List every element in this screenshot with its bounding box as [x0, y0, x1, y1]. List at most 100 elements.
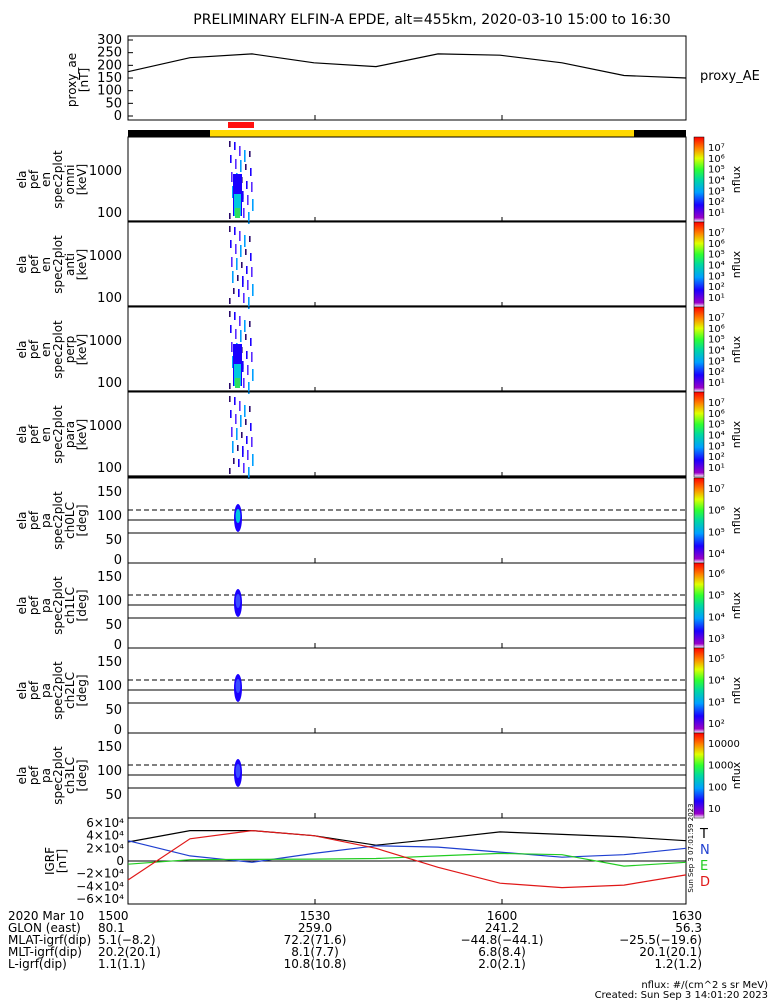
- ylabel-line: ch0LC: [63, 502, 77, 539]
- energy-spectrum-mark: [249, 151, 251, 157]
- energy-tick-label: 1000: [89, 419, 122, 434]
- ylabel-line: perp: [63, 336, 77, 364]
- pa-tick-label: 50: [105, 703, 122, 718]
- colorbar-label: nflux: [730, 335, 743, 363]
- colorbar-tick-label: 10⁶: [708, 506, 725, 517]
- energy-spectrum-mark: [232, 186, 234, 198]
- ylabel-line: ch3LC: [63, 757, 77, 794]
- energy-spectrum-mark: [247, 365, 249, 375]
- energy-spectrum-mark: [244, 235, 246, 247]
- energy-spectrum-mark: [252, 369, 254, 381]
- ylabel-line: ela: [15, 340, 29, 358]
- ylabel-line: anti: [63, 253, 77, 276]
- igrf-tick-label: −6×10⁴: [76, 892, 124, 906]
- ylabel-line: pef: [27, 169, 41, 189]
- colorbar-tick-label: 10⁵: [708, 527, 725, 538]
- energy-spectrum-mark: [245, 164, 247, 170]
- ae-tick-label: 0: [114, 109, 122, 124]
- orbit-bar-red: [228, 122, 254, 128]
- energy-spectrum-mark: [245, 419, 247, 425]
- colorbar-tick-label: 10⁷: [708, 398, 725, 409]
- energy-spectrum-mark: [229, 468, 231, 474]
- energy-spectrum-mark: [242, 446, 244, 454]
- ylabel-line: pef: [27, 254, 41, 274]
- ylabel-line: ela: [15, 255, 29, 273]
- energy-spectrum-mark: [251, 437, 253, 447]
- colorbar-tick-label: 10⁴: [708, 431, 725, 442]
- energy-spectrum-mark: [229, 396, 231, 402]
- energy-spectrum-mark: [250, 338, 252, 346]
- colorbar-label: nflux: [730, 761, 743, 789]
- colorbar-tick-label: 10¹: [708, 208, 725, 219]
- ylabel-line: ela: [15, 170, 29, 188]
- plot-title: PRELIMINARY ELFIN-A EPDE, alt=455km, 202…: [193, 12, 670, 28]
- footer-row-value: 6.8(8.4): [478, 945, 526, 959]
- ylabel-line: [deg]: [75, 760, 89, 792]
- ylabel-line: ela: [15, 425, 29, 443]
- pa-tick-label: 0: [114, 638, 122, 653]
- energy-spectrum-mark: [251, 352, 253, 362]
- pa-tick-label: 0: [114, 723, 122, 738]
- energy-spectrum-mark: [234, 142, 236, 150]
- colorbar: [693, 732, 705, 819]
- colorbar: [693, 391, 705, 478]
- energy-spectrum-mark: [244, 320, 246, 332]
- colorbar-tick-label: 10³: [708, 697, 725, 708]
- energy-tick-label: 100: [97, 461, 122, 476]
- energy-spectrum-mark: [234, 397, 236, 405]
- ylabel-line: pef: [27, 339, 41, 359]
- footer-row-value: 2.0(2.1): [478, 957, 526, 971]
- ylabel-line: pa: [39, 598, 53, 613]
- pa-spectrum-core: [235, 509, 241, 523]
- pa-tick-label: 100: [97, 764, 122, 779]
- pa-spectrum-core: [235, 764, 241, 778]
- ylabel-line: ela: [15, 766, 29, 784]
- colorbar-tick-label: 10⁷: [708, 484, 725, 495]
- energy-tick-label: 1000: [89, 249, 122, 264]
- colorbar-tick-label: 10¹: [708, 378, 725, 389]
- footer-row-value: −44.8(−44.1): [461, 933, 544, 947]
- ylabel-line: [keV]: [75, 164, 89, 195]
- energy-spectrum-mark: [238, 459, 240, 467]
- footer-row-value: 10.8(10.8): [284, 957, 347, 971]
- footer-row-value: −25.5(−19.6): [619, 933, 702, 947]
- colorbar-tick-label: 10¹: [708, 293, 725, 304]
- ylabel-line: [keV]: [75, 249, 89, 280]
- footer-row-value: 1630: [671, 909, 702, 923]
- pa-spectrum-core: [235, 679, 241, 693]
- footer-row-value: 80.1: [98, 921, 125, 935]
- colorbar: [693, 477, 705, 564]
- footer-row-label: GLON (east): [8, 921, 81, 935]
- ylabel-line: ela: [15, 511, 29, 529]
- energy-spectrum-mark: [235, 414, 237, 424]
- footer-row-value: 259.0: [298, 921, 332, 935]
- ylabel-line: spec2plot: [51, 405, 65, 464]
- energy-spectrum-mark: [244, 405, 246, 417]
- colorbar-label: nflux: [730, 676, 743, 704]
- energy-spectrum-mark: [242, 191, 244, 199]
- ae-right-label: proxy_AE: [700, 69, 760, 84]
- colorbar-tick-label: 10⁷: [708, 228, 725, 239]
- colorbar-tick-label: 10⁴: [708, 176, 725, 187]
- ylabel-line: spec2plot: [51, 491, 65, 550]
- colorbar-tick-label: 10000: [708, 739, 740, 750]
- energy-spectrum-mark: [240, 415, 242, 427]
- energy-spectrum-mark: [229, 141, 231, 147]
- igrf-legend-entry: T: [699, 827, 708, 842]
- energy-spectrum-mark: [249, 321, 251, 327]
- ylabel-line: spec2plot: [51, 150, 65, 209]
- energy-spectrum-mark: [246, 436, 248, 444]
- colorbar-tick-label: 10⁵: [708, 165, 725, 176]
- energy-spectrum-mark: [230, 155, 232, 163]
- igrf-tick-label: −2×10⁴: [76, 867, 124, 881]
- energy-spectrum-mark: [233, 288, 235, 294]
- colorbar-tick-label: 10³: [708, 441, 725, 452]
- colorbar-tick-label: 10⁵: [708, 654, 725, 665]
- energy-panel-frame: [127, 306, 687, 393]
- energy-spectrum-mark: [249, 406, 251, 412]
- ylabel-line: ela: [15, 681, 29, 699]
- energy-spectrum-mark: [237, 445, 239, 451]
